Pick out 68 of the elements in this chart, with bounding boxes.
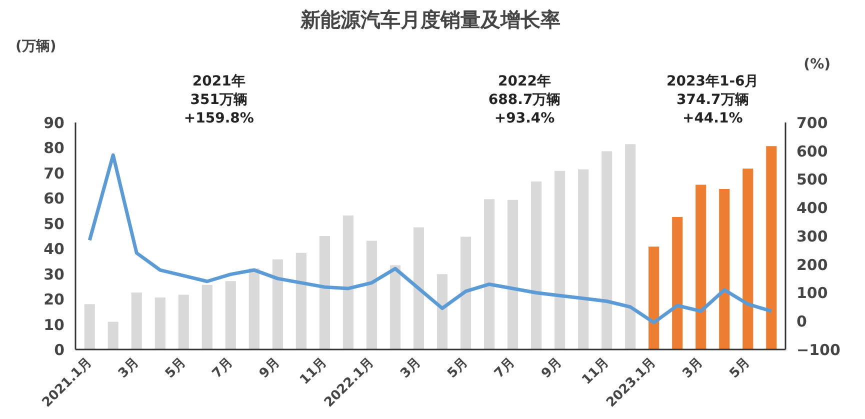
bar <box>719 189 730 350</box>
bar <box>178 294 189 350</box>
bar <box>696 184 706 350</box>
bar <box>366 240 378 350</box>
bar <box>672 217 683 350</box>
bar <box>625 144 636 350</box>
bar <box>390 265 401 350</box>
x-tick-label: 5月 <box>444 355 472 382</box>
bar <box>272 259 283 350</box>
bar <box>202 284 212 350</box>
bar <box>531 181 542 350</box>
bar <box>131 292 142 350</box>
y-tick-label: 80 <box>44 139 64 158</box>
bar <box>319 236 330 350</box>
y-tick-label: 0 <box>54 341 64 359</box>
y-tick-label: 10 <box>44 316 64 334</box>
bar <box>436 274 448 350</box>
y2-tick-label: −100 <box>796 341 840 359</box>
bar <box>602 151 612 350</box>
bar <box>108 322 118 350</box>
bar <box>554 170 566 350</box>
bar <box>296 252 306 350</box>
y2-tick-label: 600 <box>796 142 828 160</box>
x-tick-label: 3月 <box>398 355 424 382</box>
y-tick-label: 90 <box>44 114 64 132</box>
y-tick-label: 70 <box>44 164 64 182</box>
bar <box>507 200 518 350</box>
x-tick-label: 11月 <box>297 355 330 388</box>
x-tick-label: 11月 <box>580 355 612 388</box>
y2-tick-label: 0 <box>796 312 807 331</box>
bar <box>460 236 472 350</box>
bar <box>578 169 589 350</box>
bar <box>342 216 354 350</box>
bar <box>766 146 777 350</box>
x-tick-label: 7月 <box>210 355 236 382</box>
line-series <box>88 153 774 324</box>
x-tick-label: 5月 <box>162 355 189 382</box>
x-tick-label: 9月 <box>256 355 283 382</box>
bar <box>248 268 260 350</box>
bar <box>484 199 495 350</box>
y-axis-title: (万辆) <box>16 38 56 54</box>
y2-tick-label: 200 <box>796 256 828 274</box>
bar <box>225 281 236 350</box>
x-tick-label: 3月 <box>680 355 706 382</box>
bar <box>413 227 424 350</box>
annotation: 2021年 351万辆 +159.8% <box>184 74 254 126</box>
y2-axis-title: (%) <box>804 56 831 72</box>
y-tick-label: 30 <box>44 265 64 284</box>
y-tick-label: 40 <box>44 240 64 258</box>
y2-tick-label: 700 <box>796 114 828 132</box>
x-tick-label: 3月 <box>116 355 142 382</box>
y-tick-label: 60 <box>44 190 64 208</box>
bar <box>154 298 166 350</box>
annotation: 2022年 688.7万辆 +93.4% <box>488 74 561 126</box>
y-tick-label: 20 <box>44 290 64 309</box>
bar <box>742 168 754 350</box>
chart-title: 新能源汽车月度销量及增长率 <box>300 8 560 32</box>
bar <box>648 246 660 350</box>
x-tick-label: 9月 <box>538 355 566 382</box>
y2-tick-label: 400 <box>796 199 828 218</box>
y2-tick-label: 300 <box>796 227 828 246</box>
y2-tick-label: 500 <box>796 170 828 189</box>
bar <box>84 304 95 350</box>
y2-tick-label: 100 <box>796 284 828 302</box>
y-tick-label: 50 <box>44 214 64 233</box>
x-tick-label: 5月 <box>726 355 754 382</box>
annotation: 2023年1-6月 374.7万辆 +44.1% <box>666 74 759 126</box>
x-tick-label: 7月 <box>492 355 518 382</box>
